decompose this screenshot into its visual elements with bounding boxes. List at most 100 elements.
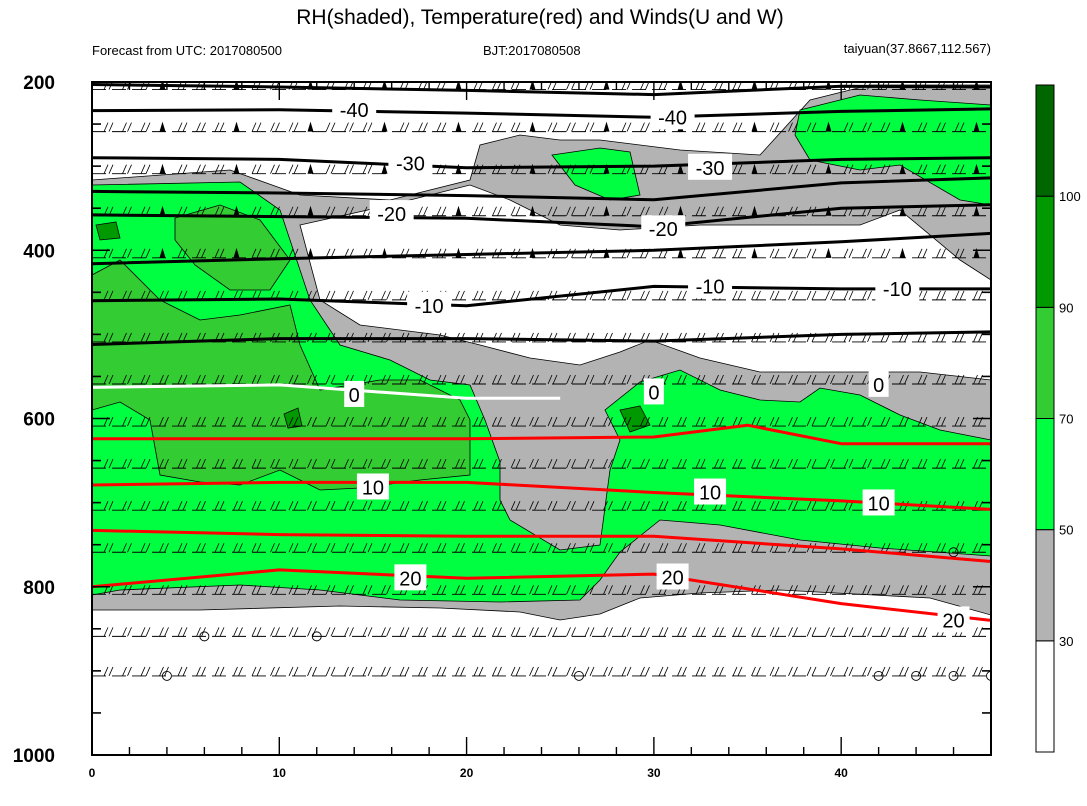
barb-tick — [325, 501, 331, 511]
barb-tick — [941, 374, 946, 385]
barb-tick — [714, 458, 719, 469]
contour-label: -10 — [415, 296, 444, 318]
barb-tick — [608, 543, 613, 553]
barb-tick — [233, 416, 238, 427]
barb-tick — [626, 585, 632, 595]
barb-tick — [478, 206, 484, 216]
barb-tick — [441, 416, 447, 427]
barb-tick — [455, 374, 460, 385]
isotherm-line — [92, 176, 991, 202]
barb-tick — [196, 666, 201, 677]
barb-tick — [719, 543, 724, 553]
barb-tick — [418, 627, 423, 637]
barb-tick — [682, 290, 687, 301]
calm-wind-circle — [873, 670, 884, 681]
barb-tick — [534, 627, 539, 637]
barb-tick — [603, 627, 608, 637]
barb-flag — [381, 121, 388, 132]
barb-tick — [677, 501, 682, 511]
contour-label: 0 — [648, 382, 659, 404]
barb-tick — [330, 206, 336, 216]
barb-tick — [436, 666, 442, 677]
barb-tick — [885, 122, 891, 132]
barb-tick — [589, 458, 595, 469]
barb-tick — [270, 248, 275, 258]
calm-wind-circle — [948, 547, 959, 558]
barb-tick — [608, 290, 613, 301]
barb-tick — [196, 164, 201, 174]
barb-tick — [862, 666, 867, 677]
barb-tick — [552, 666, 558, 677]
barb-tick — [270, 458, 275, 469]
barb-tick — [293, 206, 299, 216]
barb-tick — [367, 164, 373, 174]
barb-tick — [497, 627, 502, 637]
barb-tick — [695, 122, 701, 132]
barb-tick — [811, 416, 817, 427]
calm-wind-circle — [311, 631, 322, 642]
barb-tick — [603, 458, 608, 469]
barb-tick — [312, 416, 317, 427]
barb-tick — [788, 585, 793, 595]
barb-tick — [473, 666, 479, 677]
barb-tick — [867, 627, 872, 637]
barb-tick — [774, 501, 780, 511]
barb-tick — [774, 164, 780, 174]
barb-tick — [552, 543, 558, 553]
barb-tick — [978, 290, 983, 301]
barb-tick — [108, 290, 114, 301]
contour-label: -40 — [340, 100, 369, 122]
barb-tick — [436, 122, 442, 132]
barb-tick — [751, 543, 756, 553]
barb-tick — [658, 416, 664, 427]
barb-tick — [196, 122, 201, 132]
barb-tick — [719, 416, 724, 427]
barb-tick — [362, 501, 368, 511]
barb-tick — [108, 332, 114, 343]
barb-tick — [140, 332, 146, 343]
barb-tick — [219, 585, 225, 595]
barb-tick — [473, 416, 479, 427]
barb-flag — [529, 205, 536, 216]
barb-tick — [515, 543, 521, 553]
barb-tick — [954, 666, 960, 677]
barb-tick — [214, 585, 220, 595]
barb-tick — [719, 206, 724, 216]
barb-tick — [862, 248, 867, 258]
barb-flag — [973, 205, 980, 216]
contour-labels: -40 -40 -30 -30 -20 -20 -10 -10 -10 0 0 0 10 10 10 20 20… — [332, 95, 970, 633]
barb-tick — [552, 585, 558, 595]
barb-tick — [399, 374, 405, 385]
barb-tick — [367, 627, 373, 637]
barb-tick — [843, 627, 849, 637]
barb-tick — [288, 627, 294, 637]
barb-tick — [547, 416, 553, 427]
barb-flag — [751, 205, 758, 216]
barb-tick — [214, 416, 220, 427]
barb-tick — [885, 164, 891, 174]
barb-tick — [251, 416, 257, 427]
colorbar-label: 90 — [1059, 300, 1073, 315]
barb-tick — [843, 374, 849, 385]
barb-tick — [695, 666, 701, 677]
barb-tick — [233, 501, 238, 511]
barb-tick — [381, 543, 386, 553]
barb-tick — [714, 248, 719, 258]
barb-tick — [127, 164, 132, 174]
barb-tick — [275, 666, 280, 677]
barb-tick — [349, 585, 354, 595]
barb-tick — [677, 374, 682, 385]
barb-flag — [307, 163, 314, 174]
barb-tick — [867, 290, 872, 301]
barb-tick — [529, 416, 534, 427]
barb-tick — [103, 164, 109, 174]
barb-tick — [399, 627, 405, 637]
barb-tick — [663, 666, 669, 677]
barb-tick — [182, 458, 188, 469]
barb-tick — [127, 627, 132, 637]
barb-tick — [941, 458, 946, 469]
barb-tick — [386, 627, 391, 637]
barb-tick — [954, 543, 960, 553]
x-tick-label: 40 — [834, 766, 848, 780]
contour-label-box — [688, 153, 733, 180]
